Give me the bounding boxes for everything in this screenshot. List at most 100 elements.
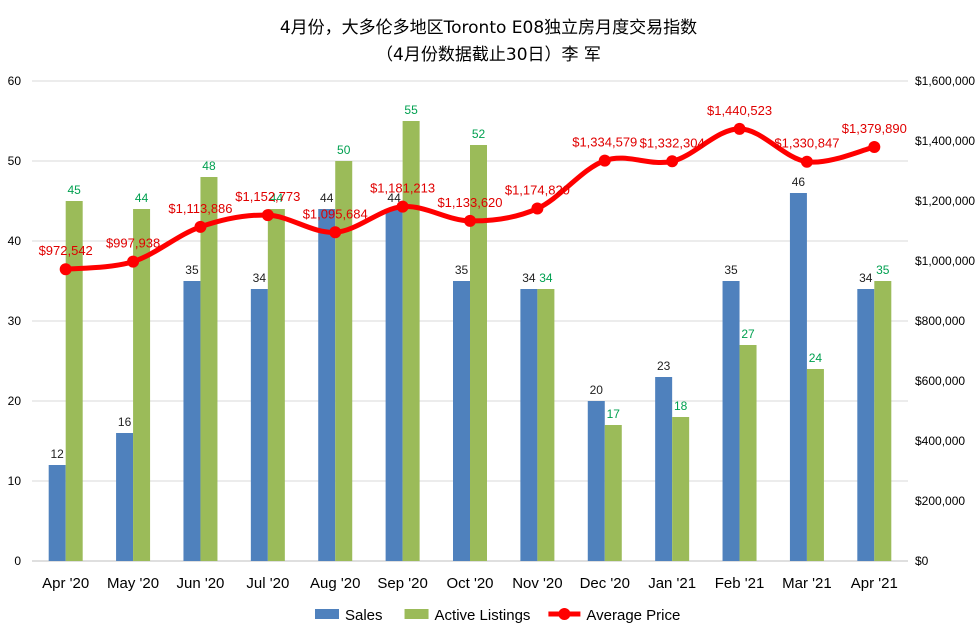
average-price-point (261, 209, 274, 222)
average-price-point (464, 214, 476, 227)
legend-label: Sales (345, 607, 383, 624)
bar-value-label: 50 (337, 143, 351, 157)
average-price-point (396, 200, 409, 213)
bar-active-listings (604, 425, 622, 561)
average-price-label: $1,332,304 (640, 135, 705, 150)
bar-sales (722, 281, 740, 561)
average-price-label: $972,542 (39, 243, 93, 258)
bar-value-label: 44 (135, 191, 149, 205)
y-left-tick-label: 30 (8, 314, 22, 328)
bar-active-listings (200, 177, 218, 561)
bar-value-label: 34 (859, 271, 873, 285)
x-tick-label: Jun '20 (177, 575, 225, 592)
x-tick-label: May '20 (107, 575, 159, 592)
average-price-point (733, 122, 746, 135)
bar-active-listings (65, 201, 83, 561)
bar-sales (520, 289, 538, 561)
bar-active-listings (806, 369, 824, 561)
legend-label: Active Listings (435, 607, 531, 624)
bar-sales (655, 377, 673, 561)
bar-active-listings (267, 209, 285, 561)
y-right-tick-label: $200,000 (915, 494, 965, 508)
average-price-point (59, 263, 72, 276)
average-price-point (598, 154, 611, 167)
average-price-point (194, 220, 207, 233)
average-price-point (868, 141, 881, 154)
y-left-tick-label: 40 (8, 234, 22, 248)
bar-value-label: 17 (607, 407, 621, 421)
y-right-tick-label: $1,200,000 (915, 194, 975, 208)
average-price-label: $1,440,523 (707, 103, 772, 118)
bar-value-label: 44 (320, 191, 334, 205)
bar-value-label: 35 (455, 263, 469, 277)
bar-value-label: 12 (51, 447, 65, 461)
bar-value-label: 24 (809, 351, 823, 365)
average-price-point (531, 202, 544, 215)
average-price-label: $1,334,579 (572, 135, 637, 150)
bar-value-label: 23 (657, 359, 671, 373)
bar-value-label: 20 (590, 383, 604, 397)
bar-value-label: 52 (472, 127, 486, 141)
x-tick-label: Apr '21 (851, 575, 898, 592)
bar-value-label: 48 (202, 159, 216, 173)
bar-active-listings (672, 417, 690, 561)
average-price-label: $1,095,684 (303, 206, 368, 221)
x-tick-label: Apr '20 (42, 575, 89, 592)
bar-sales (385, 209, 403, 561)
bar-active-listings (335, 161, 353, 561)
legend-label: Average Price (586, 607, 680, 624)
average-price-label: $1,181,213 (370, 181, 435, 196)
bar-sales (318, 209, 336, 561)
bar-value-label: 35 (724, 263, 738, 277)
x-tick-label: Jan '21 (648, 575, 696, 592)
bar-sales (587, 401, 605, 561)
bar-sales (789, 193, 807, 561)
y-left-tick-label: 0 (14, 554, 21, 568)
y-right-tick-label: $400,000 (915, 434, 965, 448)
bar-value-label: 27 (741, 327, 755, 341)
x-tick-label: Mar '21 (782, 575, 832, 592)
x-tick-label: Nov '20 (512, 575, 562, 592)
average-price-label: $1,174,820 (505, 183, 570, 198)
bar-value-label: 46 (792, 175, 806, 189)
y-right-tick-label: $800,000 (915, 314, 965, 328)
bar-sales (250, 289, 268, 561)
average-price-label: $1,152,773 (235, 189, 300, 204)
average-price-point (127, 255, 140, 268)
bar-active-listings (739, 345, 757, 561)
bar-sales (116, 433, 134, 561)
bar-value-label: 18 (674, 399, 688, 413)
average-price-label: $997,938 (106, 236, 160, 251)
bar-active-listings (874, 281, 892, 561)
y-left-tick-label: 50 (8, 154, 22, 168)
y-left-tick-label: 60 (8, 74, 22, 88)
legend-swatch (404, 609, 429, 619)
bar-active-listings (537, 289, 555, 561)
average-price-label: $1,379,890 (842, 121, 907, 136)
average-price-point (666, 155, 679, 168)
y-left-tick-label: 10 (8, 474, 22, 488)
bar-value-label: 16 (118, 415, 132, 429)
legend-swatch (315, 609, 339, 619)
x-tick-label: Oct '20 (446, 575, 493, 592)
x-tick-label: Feb '21 (715, 575, 765, 592)
bar-sales (453, 281, 470, 561)
bar-value-label: 34 (522, 271, 536, 285)
y-right-tick-label: $1,000,000 (915, 254, 975, 268)
bar-active-listings (402, 121, 420, 561)
average-price-label: $1,133,620 (437, 195, 502, 210)
y-right-tick-label: $1,400,000 (915, 134, 975, 148)
x-tick-label: Aug '20 (310, 575, 360, 592)
average-price-label: $1,330,847 (774, 136, 839, 151)
bar-value-label: 44 (270, 191, 284, 205)
x-tick-label: Sep '20 (377, 575, 427, 592)
bar-sales (48, 465, 66, 561)
chart-title-line1: 4月份，大多伦多地区Toronto E08独立房月度交易指数 (279, 18, 698, 38)
bar-value-label: 45 (68, 183, 82, 197)
bar-active-listings (133, 209, 151, 561)
bar-value-label: 35 (876, 263, 890, 277)
y-right-tick-label: $600,000 (915, 374, 965, 388)
bar-value-label: 35 (185, 263, 199, 277)
